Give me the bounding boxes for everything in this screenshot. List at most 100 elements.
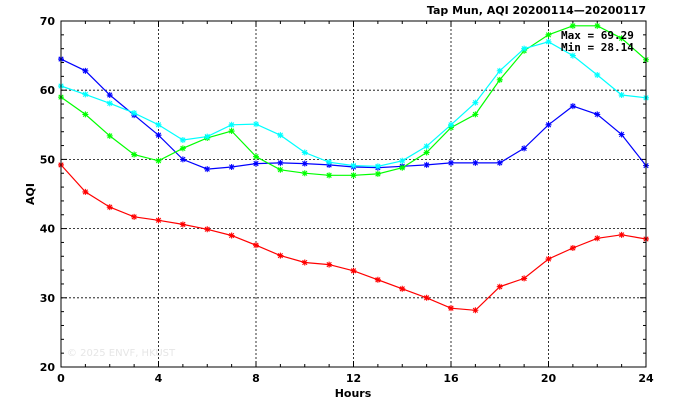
- data-point: [350, 172, 357, 179]
- data-point: [277, 166, 284, 173]
- data-point: [350, 162, 357, 169]
- data-point: [228, 121, 235, 128]
- series-line: [60, 41, 647, 167]
- y-tick-label: 50: [40, 153, 56, 166]
- data-point: [472, 99, 479, 106]
- data-point: [545, 121, 552, 128]
- x-tick-label: 12: [346, 372, 361, 385]
- y-tick-label: 30: [40, 292, 56, 305]
- data-point: [472, 159, 479, 166]
- data-point: [618, 131, 625, 138]
- data-point: [179, 156, 186, 163]
- data-point: [618, 92, 625, 99]
- data-point: [472, 307, 479, 314]
- data-point: [545, 38, 552, 45]
- data-point: [423, 143, 430, 150]
- x-tick-label: 20: [541, 372, 557, 385]
- data-point: [253, 160, 259, 167]
- data-point: [82, 91, 89, 98]
- data-point: [618, 231, 625, 238]
- data-point: [399, 157, 406, 164]
- data-point: [618, 35, 625, 42]
- data-point: [253, 153, 259, 160]
- data-point: [155, 121, 162, 128]
- data-point: [228, 164, 235, 171]
- data-point: [277, 132, 284, 139]
- data-point: [399, 285, 406, 292]
- data-point: [106, 100, 113, 107]
- data-point: [326, 261, 333, 268]
- data-point: [521, 145, 528, 152]
- y-tick-label: 20: [40, 361, 56, 374]
- min-annotation: Min = 28.14: [561, 41, 634, 54]
- data-point: [277, 252, 284, 259]
- data-point: [204, 226, 211, 233]
- data-point: [301, 149, 308, 156]
- data-point: [545, 31, 552, 38]
- data-point: [155, 157, 162, 164]
- data-point: [179, 137, 186, 144]
- data-point: [106, 92, 113, 99]
- data-point: [82, 111, 89, 118]
- data-point: [301, 259, 308, 266]
- x-tick-label: 4: [155, 372, 163, 385]
- data-point: [448, 305, 454, 312]
- data-point: [521, 275, 528, 282]
- y-tick-label: 40: [40, 223, 56, 236]
- y-tick-label: 60: [40, 84, 56, 97]
- data-point: [228, 128, 235, 135]
- data-point: [277, 159, 284, 166]
- data-point: [82, 67, 89, 74]
- data-point: [350, 267, 357, 274]
- x-axis-label: Hours: [335, 387, 372, 400]
- data-point: [131, 213, 138, 220]
- y-axis-label: AQI: [24, 183, 37, 205]
- x-tick-label: 8: [252, 372, 260, 385]
- data-point: [423, 161, 430, 168]
- x-tick-label: 16: [443, 372, 459, 385]
- data-point: [569, 52, 576, 59]
- series-3: [58, 38, 649, 170]
- data-point: [374, 163, 381, 170]
- data-point: [155, 217, 162, 224]
- data-point: [472, 111, 479, 118]
- data-point: [204, 166, 211, 173]
- data-point: [423, 294, 430, 301]
- data-point: [179, 145, 186, 152]
- data-point: [423, 149, 430, 156]
- data-point: [326, 172, 333, 179]
- max-annotation: Max = 69.29: [561, 29, 634, 42]
- data-point: [594, 22, 601, 29]
- watermark: © 2025 ENVF, HKUST: [67, 348, 176, 359]
- chart-title: Tap Mun, AQI 20200114—20200117: [427, 4, 646, 17]
- data-point: [301, 170, 308, 177]
- axis-ticks: 0 4 8 12 16 20 24 20 30 40 50 60 70: [40, 15, 654, 385]
- data-point: [106, 132, 113, 139]
- data-point: [496, 283, 503, 290]
- grid: [61, 21, 646, 367]
- data-point: [569, 22, 576, 29]
- data-point: [496, 159, 503, 166]
- data-point: [228, 232, 235, 239]
- data-point: [594, 235, 601, 242]
- data-point: [521, 45, 528, 52]
- x-tick-label: 24: [638, 372, 654, 385]
- data-point: [326, 159, 333, 166]
- y-tick-label: 70: [40, 15, 56, 28]
- plot-frame: [60, 20, 647, 368]
- data-point: [496, 76, 503, 83]
- data-point: [131, 110, 138, 117]
- data-point: [179, 221, 186, 228]
- data-point: [82, 188, 89, 195]
- data-point: [569, 103, 576, 110]
- data-point: [374, 276, 381, 283]
- data-point: [448, 121, 454, 128]
- data-point: [204, 133, 211, 140]
- data-point: [253, 121, 259, 128]
- data-point: [301, 160, 308, 167]
- data-point: [545, 256, 552, 263]
- data-point: [594, 111, 601, 118]
- data-point: [569, 244, 576, 251]
- data-point: [253, 242, 259, 249]
